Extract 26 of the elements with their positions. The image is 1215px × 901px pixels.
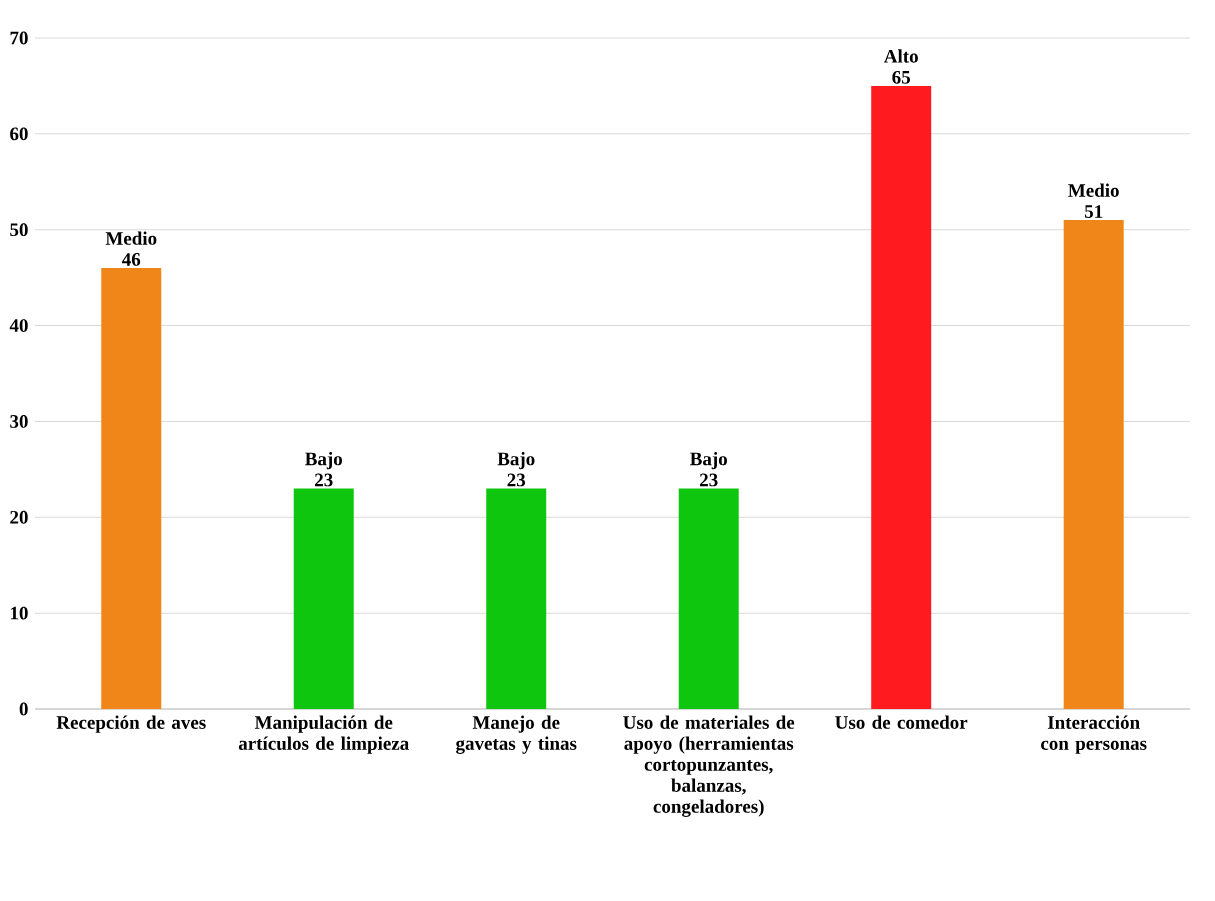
bar [486,488,547,709]
bar [1063,220,1124,709]
y-tick-label: 20 [10,510,28,524]
y-tick-label: 60 [10,127,28,141]
x-tick-label: Recepción de aves [56,715,206,733]
x-tick-label: Manipulación de artículos de limpieza [238,715,409,754]
data-label: Medio 51 [1068,183,1119,218]
x-tick-label: Interacción con personas [1041,715,1147,754]
data-label: Medio 46 [105,231,157,266]
x-tick-label: Uso de materiales de apoyo (herramientas cortopunzantes, balanzas, congeladores) [623,715,795,817]
y-tick-label: 40 [9,319,28,332]
data-label: Alto 65 [883,49,918,84]
bar [101,268,162,709]
data-label: Bajo 23 [305,451,343,487]
x-tick-label: Uso de comedor [835,715,968,729]
y-tick-label: 10 [11,606,28,620]
data-label: Bajo 23 [690,451,727,487]
bar [871,85,932,709]
y-tick-label: 70 [10,31,28,45]
data-label: Bajo 23 [497,451,535,487]
y-tick-label: 30 [10,415,28,428]
bar [293,488,354,709]
y-tick-label: 50 [10,223,28,237]
bar [678,488,739,709]
x-tick-label: Manejo de gavetas y tinas [456,715,577,754]
y-tick-label: 0 [19,702,28,716]
